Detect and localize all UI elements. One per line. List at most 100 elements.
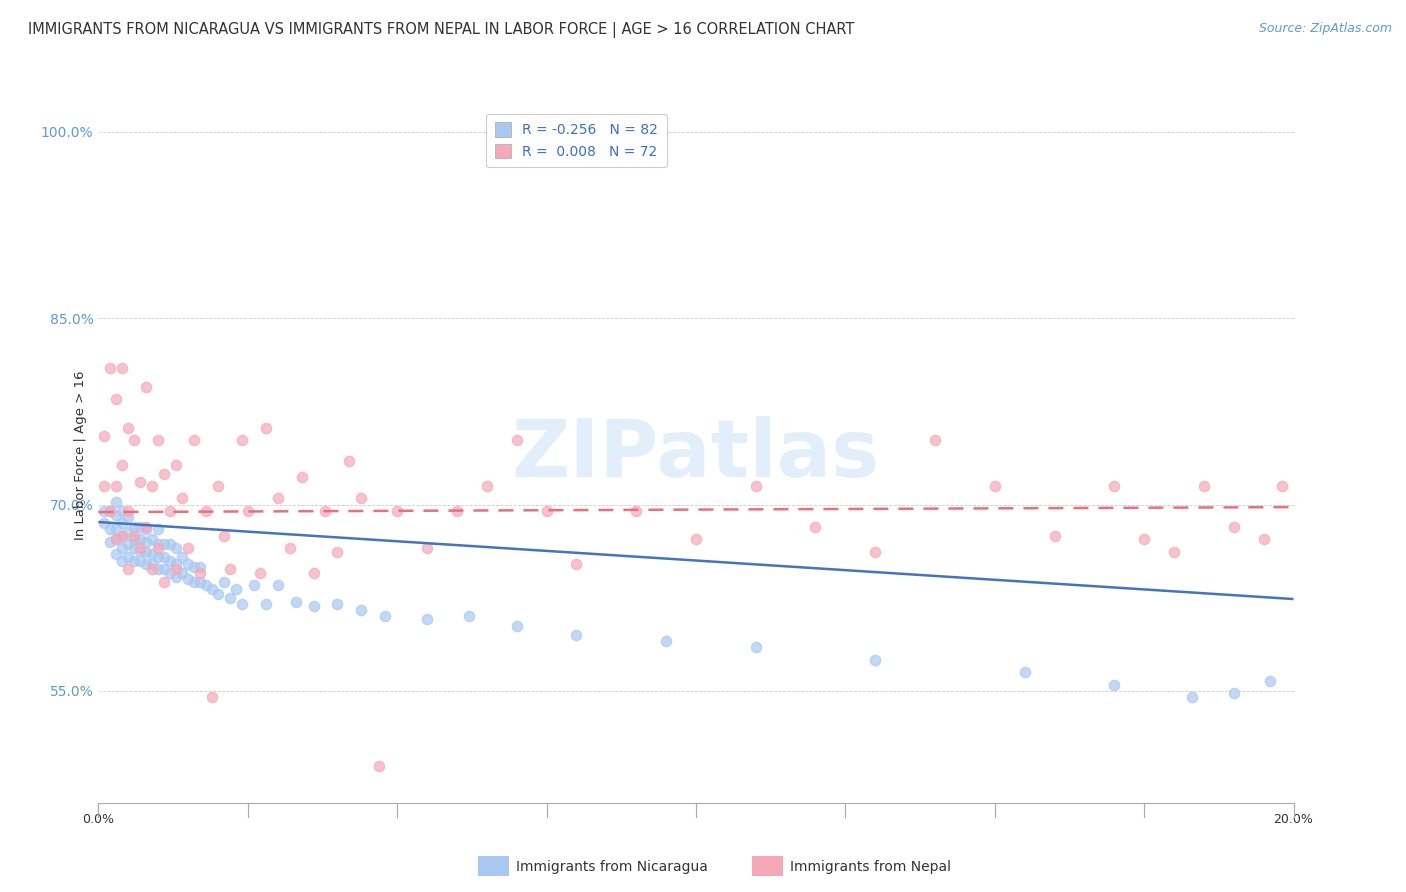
Point <box>1192 479 1215 493</box>
Point <box>135 558 157 572</box>
Point <box>129 475 152 490</box>
Point <box>278 541 301 555</box>
Point <box>1043 529 1066 543</box>
Point <box>291 470 314 484</box>
Point <box>141 547 163 561</box>
Point <box>148 433 170 447</box>
Point <box>148 541 170 555</box>
Text: IMMIGRANTS FROM NICARAGUA VS IMMIGRANTS FROM NEPAL IN LABOR FORCE | AGE > 16 COR: IMMIGRANTS FROM NICARAGUA VS IMMIGRANTS … <box>28 22 855 38</box>
Point <box>188 559 211 574</box>
Point <box>153 537 176 551</box>
Point <box>172 566 194 580</box>
Point <box>254 420 277 434</box>
Point <box>124 520 146 534</box>
Point <box>924 433 946 447</box>
Point <box>458 609 481 624</box>
Point <box>183 559 205 574</box>
Point <box>326 597 349 611</box>
Point <box>111 361 134 376</box>
Point <box>201 690 224 705</box>
Point <box>117 549 139 564</box>
Point <box>117 524 139 539</box>
Point <box>984 479 1007 493</box>
Point <box>243 578 266 592</box>
Point <box>124 553 146 567</box>
Point <box>195 578 218 592</box>
Point <box>212 574 235 589</box>
Point <box>368 758 391 772</box>
Point <box>207 479 229 493</box>
Point <box>141 562 163 576</box>
Point <box>129 541 152 555</box>
Point <box>153 549 176 564</box>
Y-axis label: In Labor Force | Age > 16: In Labor Force | Age > 16 <box>75 370 87 540</box>
Point <box>626 504 648 518</box>
Point <box>105 533 128 547</box>
Point <box>172 549 194 564</box>
Point <box>1163 545 1185 559</box>
Point <box>165 541 187 555</box>
Point <box>1258 674 1281 689</box>
Point <box>207 587 229 601</box>
Point <box>267 578 290 592</box>
Point <box>302 566 325 580</box>
Point <box>135 545 157 559</box>
Point <box>105 479 128 493</box>
Point <box>350 603 373 617</box>
Point <box>141 533 163 547</box>
Point <box>165 562 187 576</box>
Point <box>446 504 468 518</box>
Point <box>195 504 218 518</box>
Point <box>111 541 134 555</box>
Point <box>159 504 181 518</box>
Point <box>93 504 115 518</box>
Text: Immigrants from Nicaragua: Immigrants from Nicaragua <box>516 860 707 874</box>
Point <box>804 520 827 534</box>
Point <box>111 553 134 567</box>
Point <box>159 537 181 551</box>
Point <box>135 520 157 534</box>
Point <box>135 535 157 549</box>
Point <box>93 516 115 531</box>
Point <box>159 553 181 567</box>
Point <box>105 392 128 406</box>
Point <box>236 504 259 518</box>
Point <box>1133 533 1156 547</box>
Point <box>117 510 139 524</box>
Point <box>249 566 271 580</box>
Point <box>165 558 187 572</box>
Point <box>267 491 290 506</box>
Point <box>117 504 139 518</box>
Point <box>117 537 139 551</box>
Point <box>655 634 678 648</box>
Point <box>1271 479 1294 493</box>
Point <box>148 537 170 551</box>
Point <box>865 545 887 559</box>
Point <box>93 429 115 443</box>
Point <box>685 533 707 547</box>
Point <box>105 508 128 522</box>
Point <box>1104 479 1126 493</box>
Point <box>172 491 194 506</box>
Point <box>135 523 157 537</box>
Point <box>374 609 396 624</box>
Point <box>93 479 115 493</box>
Point <box>153 562 176 576</box>
Point <box>105 547 128 561</box>
Point <box>1253 533 1275 547</box>
Text: Immigrants from Nepal: Immigrants from Nepal <box>790 860 952 874</box>
Point <box>506 619 529 633</box>
Point <box>100 361 122 376</box>
Point <box>124 529 146 543</box>
Legend: R = -0.256   N = 82, R =  0.008   N = 72: R = -0.256 N = 82, R = 0.008 N = 72 <box>486 114 666 167</box>
Point <box>117 420 139 434</box>
Point <box>231 597 253 611</box>
Point <box>100 523 122 537</box>
Point <box>350 491 373 506</box>
Point <box>201 582 224 596</box>
Point <box>188 574 211 589</box>
Point <box>219 562 242 576</box>
Point <box>865 653 887 667</box>
Point <box>177 558 200 572</box>
Point <box>565 558 588 572</box>
